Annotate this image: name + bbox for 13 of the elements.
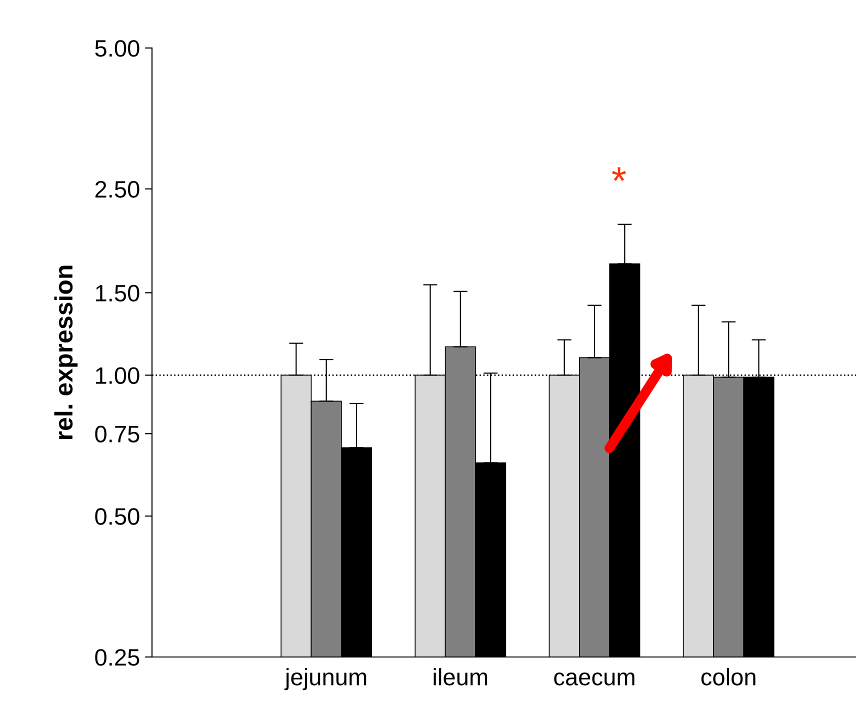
x-tick-label: colon [701, 668, 756, 686]
x-tick-label: ileum [434, 668, 488, 686]
y-tick-label: 0.25 [95, 649, 140, 666]
y-tick-label: 5.00 [95, 40, 140, 57]
y-tick-label: 0.75 [95, 426, 140, 442]
y-tick-label: 1.50 [96, 284, 140, 302]
x-tick-label: jejunum [284, 668, 366, 690]
x-tick-label: caecum [554, 672, 634, 686]
annotation: * [612, 167, 626, 181]
y-tick-label: 2.50 [95, 180, 140, 198]
y-axis-title: rel. expression [54, 266, 78, 440]
y-tick-label: 0.50 [95, 508, 140, 525]
y-tick-label: 1.00 [96, 367, 140, 384]
